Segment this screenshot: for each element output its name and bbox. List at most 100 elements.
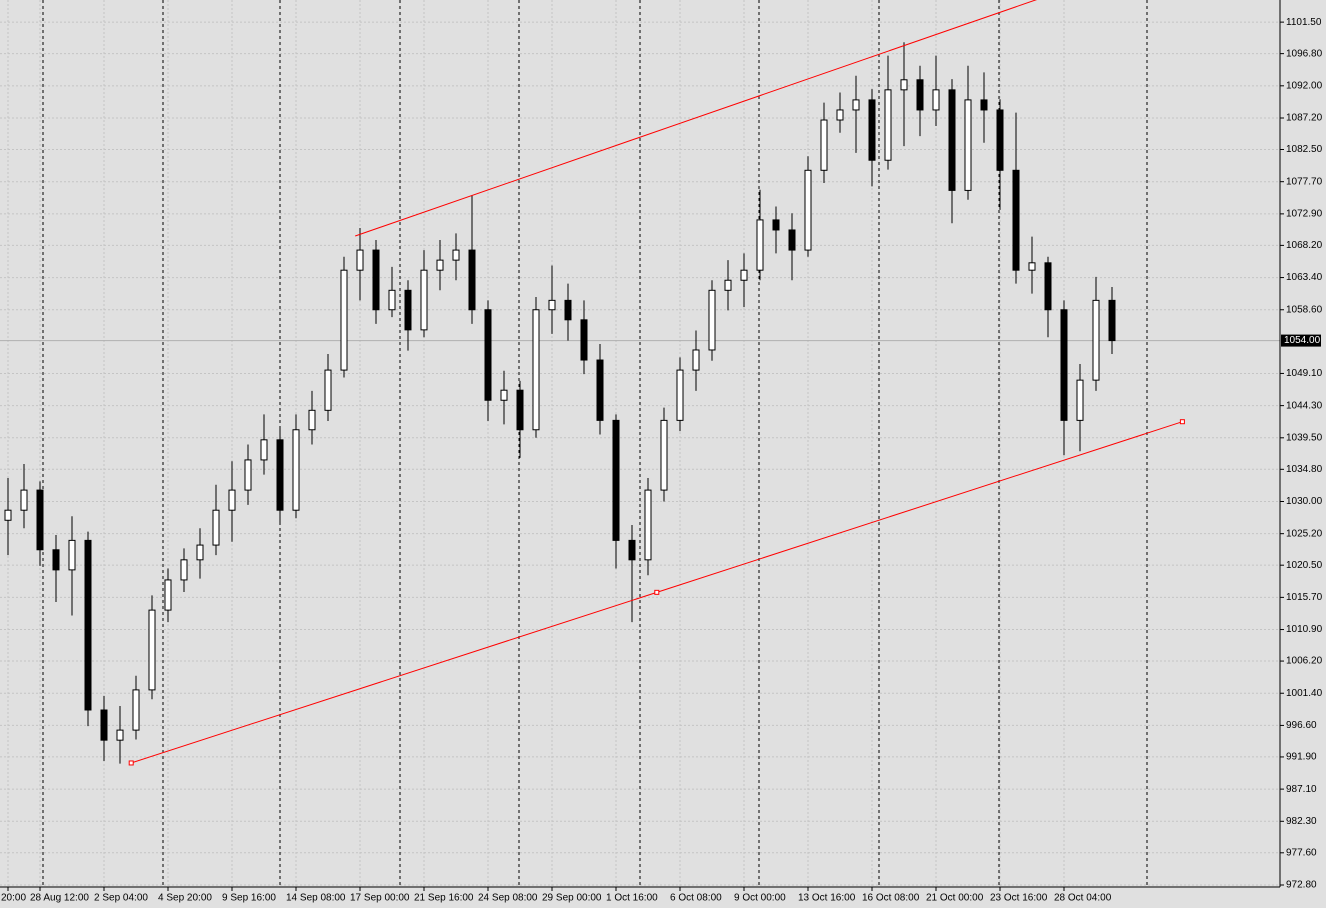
candle-body bbox=[116, 729, 124, 741]
y-tick-label: 1082.50 bbox=[1286, 144, 1323, 155]
candle-body bbox=[244, 459, 252, 491]
candle-body bbox=[564, 299, 572, 321]
candle-body bbox=[644, 489, 652, 561]
candle-body bbox=[148, 609, 156, 691]
candle-body bbox=[612, 419, 620, 541]
y-tick-label: 1020.50 bbox=[1286, 560, 1323, 571]
y-tick-label: 1049.10 bbox=[1286, 368, 1323, 379]
candle-body bbox=[836, 109, 844, 121]
y-tick-label: 1096.80 bbox=[1286, 48, 1323, 59]
candle-body bbox=[52, 549, 60, 571]
mark-layer bbox=[4, 42, 1116, 764]
candle-body bbox=[372, 249, 380, 311]
y-tick-label: 991.90 bbox=[1286, 752, 1317, 763]
candle-body bbox=[980, 99, 988, 111]
x-tick-label: 16 Oct 08:00 bbox=[862, 893, 920, 904]
y-tick-label: 1058.60 bbox=[1286, 304, 1323, 315]
candle-body bbox=[916, 79, 924, 111]
x-tick-label: 2 Sep 04:00 bbox=[94, 893, 148, 904]
y-tick-label: 1025.20 bbox=[1286, 528, 1323, 539]
period-separators bbox=[42, 0, 1148, 887]
candle-body bbox=[180, 559, 188, 581]
candle-body bbox=[468, 249, 476, 311]
candle-body bbox=[308, 409, 316, 431]
candle-body bbox=[628, 539, 636, 561]
candle-body bbox=[740, 269, 748, 281]
x-tick-label: 4 Sep 20:00 bbox=[158, 893, 212, 904]
candle-body bbox=[340, 269, 348, 371]
y-tick-label: 1001.40 bbox=[1286, 688, 1323, 699]
candle-body bbox=[708, 289, 716, 351]
candle-body bbox=[1060, 309, 1068, 421]
candle-body bbox=[84, 539, 92, 711]
candle-body bbox=[932, 89, 940, 111]
candle-body bbox=[756, 219, 764, 271]
candle-body bbox=[996, 109, 1004, 171]
x-tick-label: 23 Oct 16:00 bbox=[990, 893, 1048, 904]
trend-anchor bbox=[1179, 419, 1185, 425]
y-tick-label: 1077.70 bbox=[1286, 176, 1323, 187]
candle-body bbox=[724, 279, 732, 291]
candle-body bbox=[388, 289, 396, 311]
candle-body bbox=[292, 429, 300, 511]
candle-body bbox=[1092, 299, 1100, 381]
y-tick-label: 977.60 bbox=[1286, 847, 1317, 858]
candle-body bbox=[852, 99, 860, 111]
y-tick-label: 987.10 bbox=[1286, 784, 1317, 795]
candle-body bbox=[1028, 262, 1036, 271]
x-tick-label: 17 Sep 00:00 bbox=[350, 893, 410, 904]
candle-body bbox=[212, 509, 220, 546]
candle-body bbox=[596, 359, 604, 421]
y-tick-label: 1034.80 bbox=[1286, 464, 1323, 475]
y-tick-label: 972.80 bbox=[1286, 880, 1317, 891]
candle-body bbox=[132, 689, 140, 731]
y-tick-label: 1006.20 bbox=[1286, 656, 1323, 667]
current-price-label: 1054.00 bbox=[1284, 335, 1321, 346]
candle-body bbox=[532, 309, 540, 431]
y-tick-label: 1044.30 bbox=[1286, 400, 1323, 411]
candle-body bbox=[948, 89, 956, 191]
candle-body bbox=[228, 489, 236, 511]
x-tick-label: 1 Oct 16:00 bbox=[606, 893, 658, 904]
candle-body bbox=[100, 709, 108, 741]
y-tick-label: 1015.70 bbox=[1286, 592, 1323, 603]
candle-body bbox=[500, 389, 508, 401]
y-tick-label: 996.60 bbox=[1286, 720, 1317, 731]
y-tick-label: 1030.00 bbox=[1286, 496, 1323, 507]
x-tick-label: 13 Oct 16:00 bbox=[798, 893, 856, 904]
candle-body bbox=[68, 539, 76, 571]
axis-layer: 1101.50 1096.80 1092.00 1087.20 1082.50 1077.… bbox=[1, 17, 1323, 904]
candle-body bbox=[4, 509, 12, 521]
y-tick-label: 1087.20 bbox=[1286, 113, 1323, 124]
y-tick-label: 982.30 bbox=[1286, 816, 1317, 827]
candle-body bbox=[1044, 262, 1052, 311]
x-tick-label: 24 Sep 08:00 bbox=[478, 893, 538, 904]
x-tick-label: 21 Sep 16:00 bbox=[414, 893, 474, 904]
candle-body bbox=[660, 419, 668, 491]
candle-body bbox=[1076, 379, 1084, 421]
candle-body bbox=[276, 439, 284, 511]
candle-body bbox=[692, 349, 700, 371]
candle-body bbox=[580, 319, 588, 361]
candle-body bbox=[516, 389, 524, 431]
candle-body bbox=[772, 219, 780, 231]
x-tick-label: 20:00 bbox=[1, 893, 26, 904]
candle-body bbox=[884, 89, 892, 161]
candle-body bbox=[1108, 299, 1116, 342]
x-tick-label: 14 Sep 08:00 bbox=[286, 893, 346, 904]
candle-body bbox=[900, 79, 908, 91]
candle-body bbox=[788, 229, 796, 251]
trend-anchor bbox=[128, 760, 134, 766]
candle-body bbox=[548, 299, 556, 311]
candle-body bbox=[804, 169, 812, 251]
trend-anchor bbox=[654, 589, 660, 595]
candle-body bbox=[260, 439, 268, 461]
y-tick-label: 1039.50 bbox=[1286, 432, 1323, 443]
candle-body bbox=[20, 489, 28, 511]
candle-body bbox=[1012, 169, 1020, 271]
x-tick-label: 28 Aug 12:00 bbox=[30, 893, 89, 904]
x-tick-label: 6 Oct 08:00 bbox=[670, 893, 722, 904]
current-price-box bbox=[1281, 334, 1321, 347]
x-tick-label: 21 Oct 00:00 bbox=[926, 893, 984, 904]
